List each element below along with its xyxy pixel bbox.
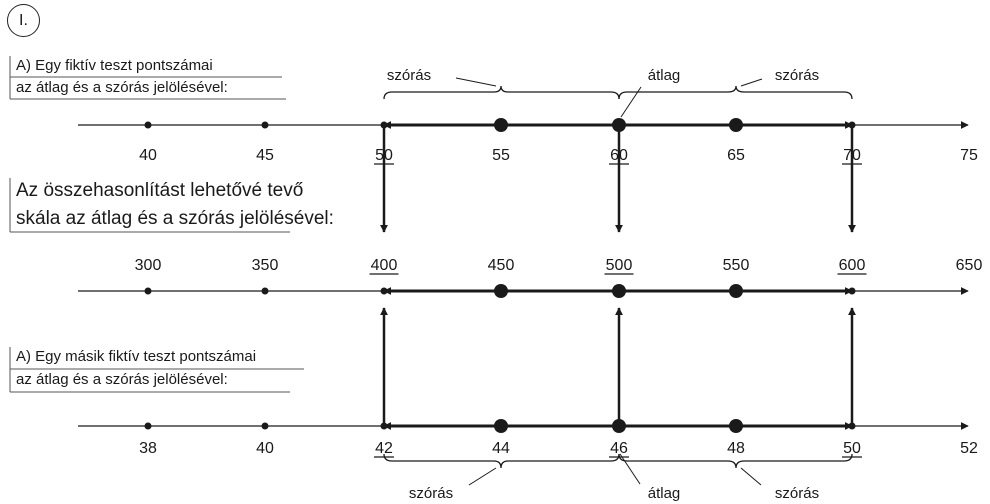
bottom-brace-label-right: szórás [775, 485, 819, 502]
top-brace-label-right: szórás [775, 67, 819, 84]
top-point-40 [144, 121, 152, 129]
middle-tick-label-450: 450 [488, 257, 515, 274]
middle-description-line2: skála az átlag és a szórás jelölésével: [16, 208, 334, 229]
top-point-50 [380, 121, 388, 129]
bottom-tick-label-38: 38 [139, 440, 157, 457]
middle-tick-label-500: 500 [606, 257, 633, 274]
bottom-brace-left [383, 453, 620, 469]
bottom-tick-label-50: 50 [843, 440, 861, 457]
top-tick-label-40: 40 [139, 147, 157, 164]
bottom-point-42 [380, 422, 388, 430]
middle-point-400 [380, 287, 388, 295]
middle-tick-label-650: 650 [956, 257, 983, 274]
tick-layer: 40 45 50 55 60 65 70 75 300 350 400 450 500 550 600 650… [135, 118, 983, 458]
top-point-65 [729, 118, 743, 132]
middle-point-300 [144, 287, 152, 295]
middle-tick-label-600: 600 [839, 257, 866, 274]
bottom-point-46 [612, 419, 626, 433]
section-number: I. [19, 11, 28, 29]
middle-description-line1: Az összehasonlítást lehetővé tevő [16, 180, 304, 201]
bottom-tick-label-44: 44 [492, 440, 510, 457]
top-tick-label-75: 75 [960, 147, 978, 164]
bottom-point-50 [848, 422, 856, 430]
top-brace-left-leader [455, 77, 497, 87]
middle-tick-label-350: 350 [252, 257, 279, 274]
middle-tick-label-550: 550 [723, 257, 750, 274]
top-tick-label-60: 60 [610, 147, 628, 164]
top-brace-left [383, 85, 620, 100]
top-brace-right [618, 85, 853, 100]
top-tick-label-55: 55 [492, 147, 510, 164]
bottom-point-44 [494, 419, 508, 433]
top-tick-label-45: 45 [256, 147, 274, 164]
bottom-description-rule [9, 347, 304, 393]
top-description-line2: az átlag és a szórás jelölésével: [16, 79, 228, 96]
bottom-tick-label-46: 46 [610, 440, 628, 457]
bottom-description-line2: az átlag és a szórás jelölésével: [16, 371, 228, 388]
bottom-brace-right [618, 453, 853, 469]
bottom-mean-leader [619, 453, 641, 485]
bottom-point-48 [729, 419, 743, 433]
middle-point-350 [261, 287, 269, 295]
bottom-tick-label-48: 48 [727, 440, 745, 457]
bottom-brace-label-mean: átlag [648, 485, 681, 502]
bottom-point-38 [144, 422, 152, 430]
middle-point-500 [612, 284, 626, 298]
section-number-badge: I. [7, 4, 40, 37]
top-description-line1: A) Egy fiktív teszt pontszámai [16, 57, 213, 74]
top-brace-label-mean: átlag [648, 67, 681, 84]
top-description-rule [9, 56, 286, 100]
top-tick-label-70: 70 [843, 147, 861, 164]
bottom-brace-left-leader [468, 467, 497, 486]
bottom-description-line1: A) Egy másik fiktív teszt pontszámai [16, 348, 257, 365]
bottom-brace-right-leader [740, 467, 762, 486]
top-point-60 [612, 118, 626, 132]
top-mean-leader [620, 86, 642, 118]
middle-tick-label-400: 400 [371, 257, 398, 274]
top-point-45 [261, 121, 269, 129]
bottom-tick-label-42: 42 [375, 440, 393, 457]
bottom-brace-label-left: szórás [409, 485, 453, 502]
top-tick-label-65: 65 [727, 147, 745, 164]
top-point-55 [494, 118, 508, 132]
bottom-tick-label-52: 52 [960, 440, 978, 457]
top-tick-label-50: 50 [375, 147, 393, 164]
bottom-point-40 [261, 422, 269, 430]
middle-point-600 [848, 287, 856, 295]
top-brace-label-left: szórás [387, 67, 431, 84]
bottom-tick-label-40: 40 [256, 440, 274, 457]
top-point-70 [848, 121, 856, 129]
middle-point-550 [729, 284, 743, 298]
middle-point-450 [494, 284, 508, 298]
middle-description-rule [9, 178, 290, 233]
middle-tick-label-300: 300 [135, 257, 162, 274]
top-brace-right-leader [740, 78, 763, 87]
